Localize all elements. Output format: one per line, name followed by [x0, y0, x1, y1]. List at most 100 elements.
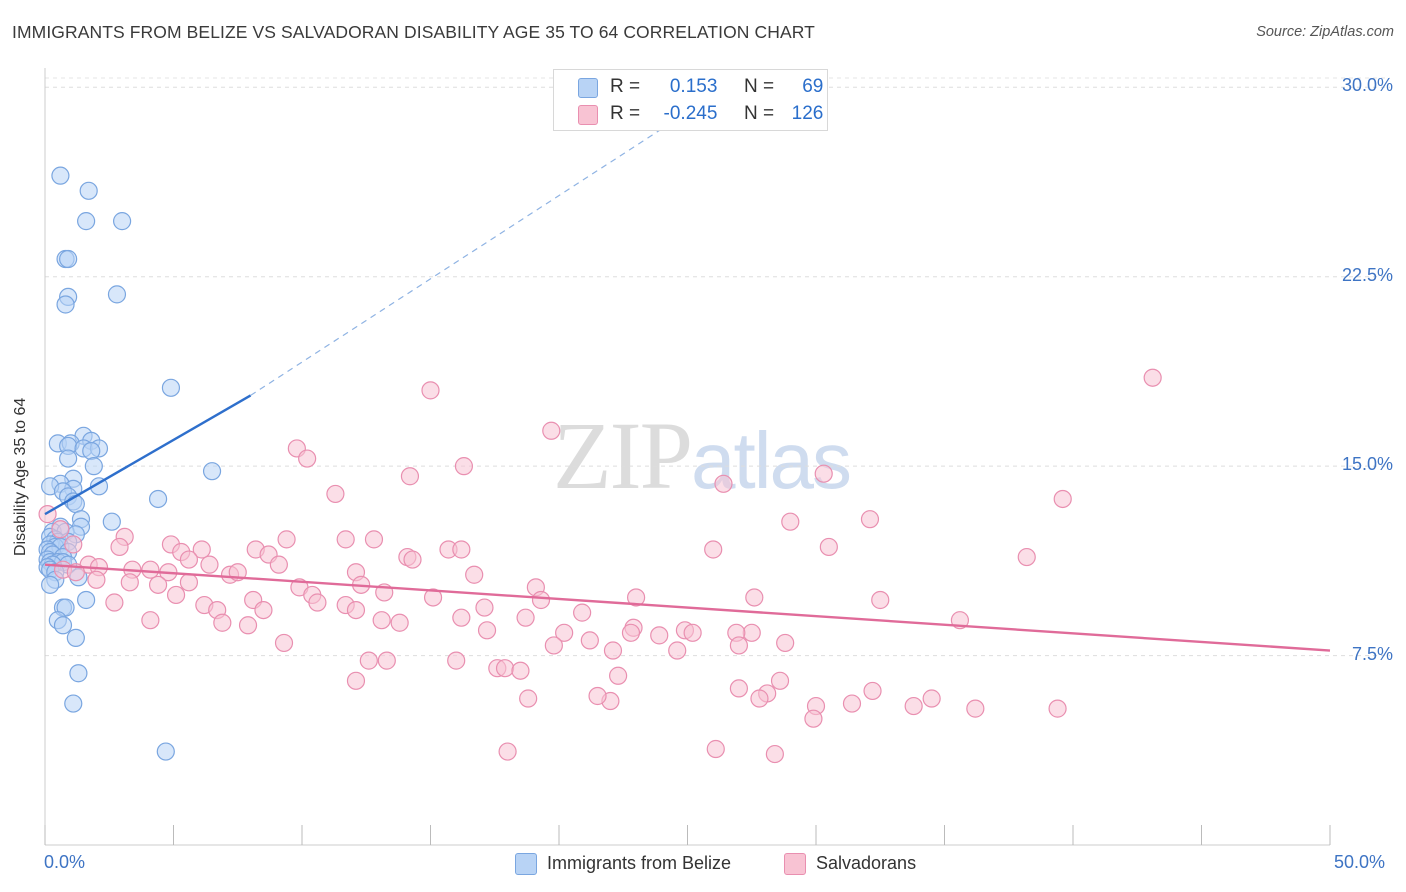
y-axis-title: Disability Age 35 to 64 [12, 397, 29, 556]
salvadoran-point [804, 709, 823, 728]
belize-point [66, 494, 85, 514]
salvadoran-point [588, 686, 607, 706]
salvadoran-point [326, 484, 345, 504]
salvadoran-point [179, 573, 199, 592]
belize-point [56, 295, 75, 314]
salvadoran-point [860, 510, 880, 529]
belize-point [59, 449, 78, 468]
salvadoran-point [729, 636, 749, 655]
salvadoran-point [238, 616, 258, 635]
series-swatch-belize [515, 853, 537, 875]
salvadoran-point [1048, 699, 1067, 718]
salvadoran-point [454, 457, 474, 476]
salvadoran-point [519, 689, 538, 708]
salvadoran-point [714, 474, 733, 493]
salvadoran-point [308, 593, 327, 612]
salvadoran-point [377, 651, 396, 670]
y-tick-label: 22.5% [1341, 264, 1393, 285]
belize-point [89, 477, 109, 496]
belize-point [102, 512, 121, 531]
salvadoran-point [542, 421, 561, 440]
salvadoran-point [64, 535, 83, 554]
salvadoran-point [621, 623, 641, 642]
belize-point [82, 441, 101, 461]
salvadoran-point [274, 633, 294, 653]
y-tick-label: 15.0% [1341, 454, 1393, 475]
legend-r-value: -0.245 [663, 103, 718, 124]
salvadoran-point [298, 449, 317, 468]
salvadoran-point [372, 611, 391, 630]
salvadoran-point [745, 588, 764, 607]
salvadoran-point [1053, 489, 1072, 509]
salvadoran-point [390, 613, 409, 632]
salvadoran-point [573, 603, 592, 622]
salvadoran-point [148, 575, 168, 594]
salvadoran-point [465, 565, 484, 584]
salvadoran-point [403, 550, 422, 569]
salvadoran-point [51, 520, 70, 539]
salvadoran-point [819, 537, 838, 557]
salvadoran-point [704, 540, 723, 559]
salvadoran-point [516, 608, 535, 627]
salvadoran-point [141, 611, 160, 630]
salvadoran-point [966, 699, 985, 718]
salvadoran-point [477, 621, 497, 640]
salvadoran-point [531, 590, 551, 610]
legend-n-value: 69 [802, 76, 824, 97]
y-tick-label: 30.0% [1341, 75, 1393, 96]
salvadoran-point [603, 641, 623, 660]
salvadoran-point [141, 560, 160, 579]
belize-point [112, 212, 132, 231]
salvadoran-point [842, 694, 862, 713]
x-tick-min: 0.0% [44, 852, 86, 872]
salvadoran-point [200, 555, 219, 574]
salvadoran-trend-line [44, 563, 1331, 652]
salvadoran-point [650, 626, 669, 645]
belize-point [202, 462, 222, 481]
salvadoran-point [254, 600, 273, 620]
belize-point [161, 378, 181, 397]
salvadoran-point [871, 590, 890, 610]
belize-point [41, 575, 60, 594]
salvadoran-point [277, 530, 296, 549]
series-label-belize: Immigrants from Belize [547, 853, 732, 873]
salvadoran-point [511, 661, 530, 680]
belize-point [51, 166, 70, 185]
salvadoran-point [105, 593, 124, 612]
salvadoran-point [213, 613, 232, 632]
salvadoran-point [192, 540, 211, 559]
legend-n-label: N = [743, 76, 775, 97]
salvadoran-point [555, 623, 574, 642]
salvadoran-point [626, 588, 646, 607]
watermark-zip: ZIP [553, 402, 693, 509]
salvadoran-point [544, 636, 563, 655]
salvadoran-point [580, 631, 599, 650]
belize-point [77, 212, 96, 231]
salvadoran-point [359, 651, 378, 670]
series-swatch-salvadoran [784, 853, 806, 875]
legend-r-label: R = [610, 76, 641, 97]
salvadoran-point [922, 689, 941, 708]
legend-swatch-belize [578, 78, 598, 98]
correlation-legend: R = 0.153 N = 69 R = -0.245 N = 126 [553, 69, 828, 131]
salvadoran-point [863, 681, 882, 701]
salvadoran-point [346, 671, 366, 690]
salvadoran-point [498, 742, 517, 761]
belize-point [69, 664, 88, 683]
salvadoran-point [683, 623, 702, 642]
salvadoran-point [179, 550, 199, 569]
belize-point [66, 628, 85, 647]
salvadoran-point [1017, 547, 1036, 567]
legend-n-value: 126 [791, 103, 824, 124]
legend-n-label: N = [743, 103, 775, 124]
salvadoran-point [814, 464, 833, 483]
legend-swatch-salvadoran [578, 105, 598, 125]
belize-point [64, 694, 83, 713]
watermark: ZIPatlas [553, 400, 852, 511]
salvadoran-point [364, 530, 384, 549]
salvadoran-point [776, 633, 795, 653]
belize-point [148, 489, 168, 509]
salvadoran-point [400, 467, 420, 486]
salvadoran-point [729, 679, 749, 698]
salvadoran-point [269, 555, 288, 574]
